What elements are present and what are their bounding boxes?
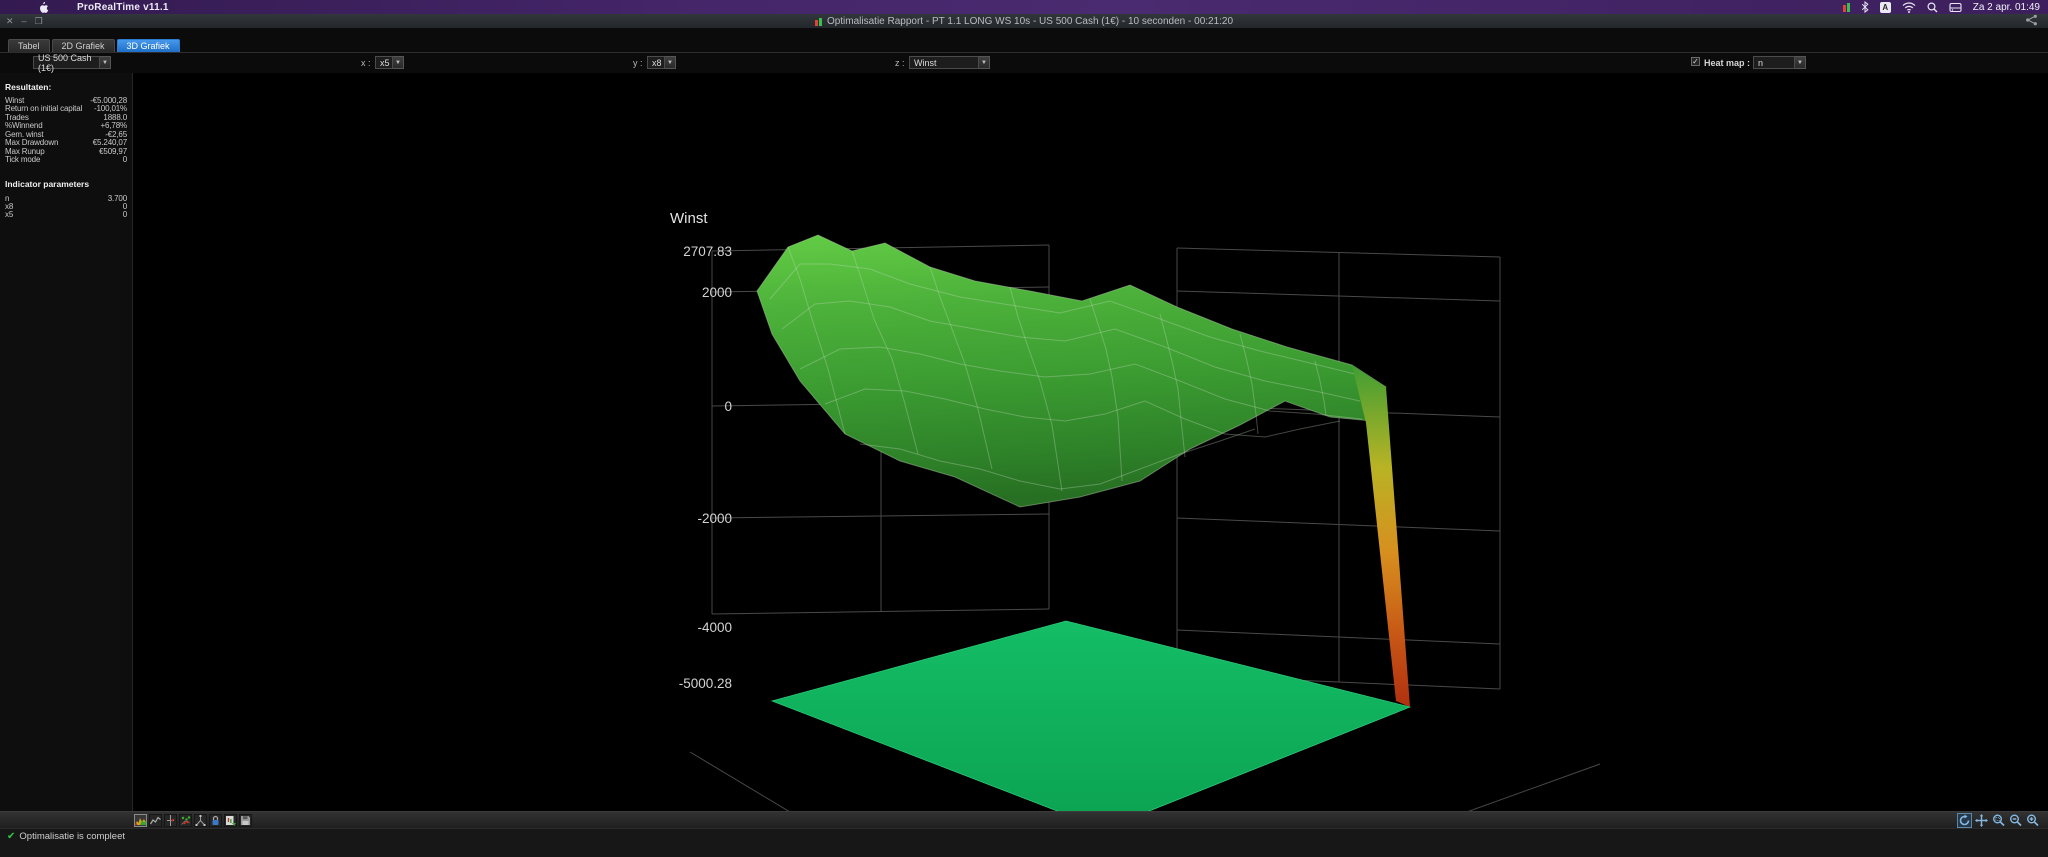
menu-status-area: A Za 2 apr. 01:49 [1842,0,2040,14]
surface-mesh [769,246,1363,492]
z-tick-0: 0 [724,399,732,414]
view-tools-group [1957,812,2040,828]
z-axis-select[interactable]: Winst ▼ [909,56,990,69]
heatmap-checkbox[interactable]: ✓ [1691,57,1700,66]
result-row: %Winnend +6,78% [5,121,127,131]
tray-icon[interactable] [1949,1,1962,13]
line-chart-icon[interactable] [149,813,162,827]
chevron-down-icon[interactable]: ▼ [100,56,111,69]
x-axis-select[interactable]: x5 ▼ [375,56,404,69]
param-row: n 3.700 [5,193,127,203]
result-row: Tick mode 0 [5,155,127,165]
minimize-window-icon[interactable]: – [21,15,27,26]
tab-2d-grafiek[interactable]: 2D Grafiek [51,39,115,52]
pan-icon[interactable] [1974,813,1989,828]
window-controls: ✕ – ❐ [6,15,43,28]
tab-strip: Tabel 2D Grafiek 3D Grafiek [0,38,2048,53]
app-candles-icon[interactable] [1842,2,1850,12]
surface-chart-icon[interactable] [134,813,147,827]
chart-tools-group [134,813,252,827]
check-icon: ✔ [7,830,16,842]
bluetooth-icon[interactable] [1861,1,1869,13]
lock-icon[interactable] [209,813,222,827]
result-row: Max Drawdown €5.240,07 [5,138,127,148]
results-rows: Winst -€5.000,28 Return on initial capita… [0,96,132,165]
scatter-3d-icon[interactable] [179,813,192,827]
maximize-window-icon[interactable]: ❐ [34,15,43,26]
surface-3d-chart[interactable]: Winst 2707.83 2000 0 -2000 -4000 -5000.2… [133,73,2048,825]
window-title: Optimalisatie Rapport - PT 1.1 LONG WS 1… [826,15,1234,27]
y-axis-label: y : [633,58,643,68]
window-title-bar: ✕ – ❐ Optimalisatie Rapport - PT 1.1 LON… [0,14,2048,29]
loss-spike [1352,365,1410,707]
param-row: x5 0 [5,210,127,220]
chart-toolbar [0,811,2048,828]
zoom-selection-icon[interactable] [1991,813,2006,828]
status-bar: ✔ Optimalisatie is compleet [0,828,2048,857]
close-window-icon[interactable]: ✕ [6,15,14,26]
heatmap-label: Heat map : [1704,58,1751,68]
chevron-down-icon[interactable]: ▼ [1795,56,1806,69]
y-axis-select[interactable]: x8 ▼ [647,56,676,69]
crosshair-icon[interactable] [164,813,177,827]
input-source-icon[interactable]: A [1879,1,1891,13]
save-icon[interactable] [239,813,252,827]
wifi-icon[interactable] [1902,1,1916,13]
zoom-out-icon[interactable] [2008,813,2023,828]
result-row: Gem. winst -€2,65 [5,129,127,139]
results-title: Resultaten: [5,82,52,92]
result-row: Return on initial capital -100,01% [5,104,127,114]
share-icon[interactable] [2025,14,2038,29]
chevron-down-icon[interactable]: ▼ [979,56,990,69]
z-tick-2707: 2707.83 [683,244,732,259]
z-tick-neg5000: -5000.28 [678,676,732,691]
heatmap-select[interactable]: n ▼ [1753,56,1806,69]
result-row: Trades 1888.0 [5,112,127,122]
tab-3d-grafiek[interactable]: 3D Grafiek [116,39,180,52]
rotate-icon[interactable] [1957,812,1972,828]
result-row: Max Runup €509,97 [5,146,127,156]
snapshot-icon[interactable] [224,813,237,827]
report-candles-icon [814,17,822,26]
chevron-down-icon[interactable]: ▼ [665,56,676,69]
tab-tabel[interactable]: Tabel [8,39,50,52]
param-row: x8 0 [5,201,127,211]
heatmap-floor-plane [770,620,1412,825]
results-panel: Resultaten: Winst -€5.000,28 Return on in… [0,73,133,825]
profit-surface [756,234,1387,508]
menu-clock[interactable]: Za 2 apr. 01:49 [1972,1,2040,13]
instrument-select[interactable]: US 500 Cash (1€) ▼ [33,53,111,73]
surface-3d-graphic [689,234,1601,825]
params-title: Indicator parameters [5,178,90,189]
menu-app-name[interactable]: ProRealTime v11.1 [77,1,169,13]
report-window-body: Tabel 2D Grafiek 3D Grafiek US 500 Cash … [0,29,2048,857]
z-axis-label: z : [895,58,905,68]
x-axis-label: x : [361,58,371,68]
z-tick-neg2000: -2000 [697,511,732,526]
spotlight-icon[interactable] [1927,1,1938,13]
z-axis-title: Winst [670,210,708,227]
status-message: Optimalisatie is compleet [19,831,125,842]
z-tick-2000: 2000 [701,285,732,300]
axes-3d-icon[interactable] [194,813,207,827]
chevron-down-icon[interactable]: ▼ [393,56,404,69]
result-row: Winst -€5.000,28 [5,96,127,105]
params-rows: n 3.700 x8 0 x5 0 [0,193,132,220]
apple-menu-icon[interactable] [38,1,49,13]
z-tick-neg4000: -4000 [697,620,732,635]
macos-menu-bar: ProRealTime v11.1 A Za 2 apr. 01:49 [0,0,2048,14]
zoom-in-icon[interactable] [2025,813,2040,828]
